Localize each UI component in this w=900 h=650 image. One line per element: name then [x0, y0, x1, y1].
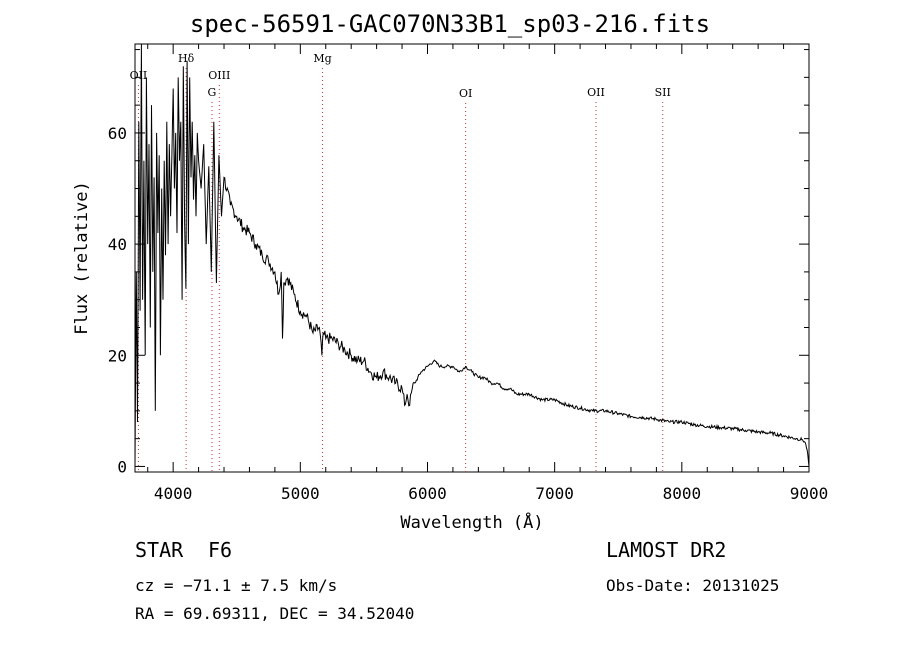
spectrum-line: [134, 43, 810, 467]
line-marker-label: OI: [459, 87, 472, 100]
redshift-velocity: cz = −71.1 ± 7.5 km/s: [135, 576, 338, 595]
object-subclass: F6: [208, 538, 233, 562]
line-marker-label: Hδ: [178, 52, 195, 65]
plot-frame: [134, 43, 810, 473]
observation-date: Obs-Date: 20131025: [606, 576, 780, 595]
object-class: STAR: [135, 538, 184, 562]
plot-axes: 4000 5000 6000 7000 8000 9000 0 20 40 60: [108, 43, 829, 503]
survey-name: LAMOST DR2: [606, 538, 727, 562]
chart-title: spec-56591-GAC070N33B1_sp03-216.fits: [189, 10, 711, 38]
x-tick-label: 5000: [281, 484, 320, 503]
spectrum-series: [134, 43, 810, 467]
line-marker-label: Mg: [313, 52, 331, 65]
line-marker-label: OII: [587, 86, 605, 99]
line-marker-label: OIII: [208, 69, 230, 82]
x-tick-label: 8000: [663, 484, 702, 503]
x-axis-label: Wavelength (Å): [400, 511, 543, 533]
line-marker-label: G: [208, 86, 217, 99]
y-tick-label: 40: [108, 235, 127, 254]
x-tick-label: 6000: [408, 484, 447, 503]
y-tick-label: 0: [117, 457, 127, 476]
x-tick-label: 9000: [790, 484, 829, 503]
line-marker-label: OII: [130, 69, 148, 82]
y-tick-label: 20: [108, 346, 127, 365]
x-tick-label: 7000: [535, 484, 574, 503]
y-axis-label: Flux (relative): [72, 181, 92, 335]
coordinates: RA = 69.69311, DEC = 34.52040: [135, 604, 415, 623]
x-tick-label: 4000: [154, 484, 193, 503]
line-marker-label: SII: [655, 86, 671, 99]
y-tick-label: 60: [108, 124, 127, 143]
